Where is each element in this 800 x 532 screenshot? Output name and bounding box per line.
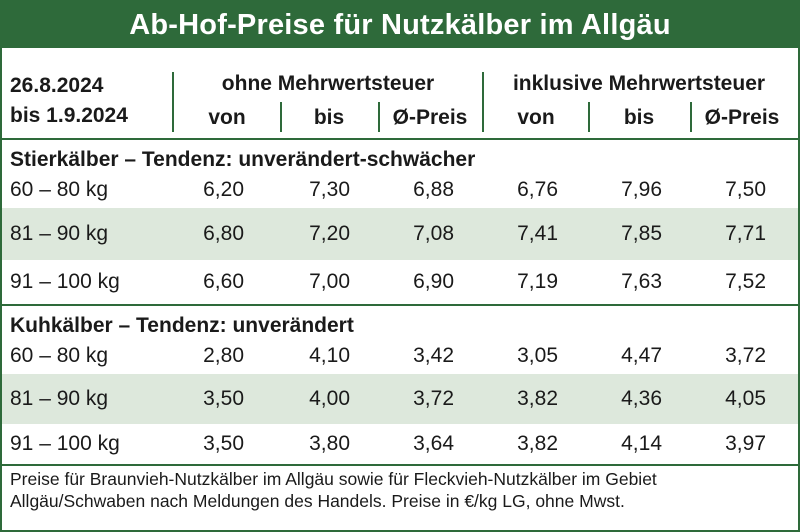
header-divider — [378, 102, 380, 132]
cell-value: 4,36 — [621, 387, 662, 410]
cell-value: 3,64 — [413, 432, 454, 455]
cell-value: 4,14 — [621, 432, 662, 455]
header-divider — [588, 102, 590, 132]
cell-value: 7,19 — [517, 270, 558, 293]
cell-value: 7,63 — [621, 270, 662, 293]
cell-value: 7,41 — [517, 222, 558, 245]
cell-value: 6,90 — [413, 270, 454, 293]
row-weight: 81 – 90 kg — [10, 387, 109, 410]
col-header-avg-excl: Ø-Preis — [392, 106, 468, 129]
row-shade — [2, 374, 798, 424]
cell-value: 3,82 — [517, 387, 558, 410]
col-header-bis-excl: bis — [313, 106, 345, 129]
group-header-incl-vat: inklusive Mehrwertsteuer — [512, 72, 766, 95]
cell-value: 3,97 — [725, 432, 766, 455]
cell-value: 6,88 — [413, 178, 454, 201]
row-weight: 91 – 100 kg — [10, 432, 120, 455]
cell-value: 7,30 — [309, 178, 350, 201]
cell-value: 7,52 — [725, 270, 766, 293]
cell-value: 6,76 — [517, 178, 558, 201]
cell-value: 7,50 — [725, 178, 766, 201]
header-divider — [690, 102, 692, 132]
row-weight: 81 – 90 kg — [10, 222, 109, 245]
row-weight: 91 – 100 kg — [10, 270, 120, 293]
cell-value: 7,85 — [621, 222, 662, 245]
date-to: bis 1.9.2024 — [10, 104, 128, 127]
date-from: 26.8.2024 — [10, 74, 104, 97]
row-shade — [2, 208, 798, 260]
cell-value: 3,05 — [517, 344, 558, 367]
cell-value: 4,47 — [621, 344, 662, 367]
group-header-excl-vat: ohne Mehrwertsteuer — [221, 72, 435, 95]
row-weight: 60 – 80 kg — [10, 178, 109, 201]
cell-value: 4,05 — [725, 387, 766, 410]
section-title-kuhkaelber: Kuhkälber – Tendenz: unverändert — [10, 314, 354, 337]
cell-value: 3,42 — [413, 344, 454, 367]
cell-value: 6,60 — [203, 270, 244, 293]
header-divider — [482, 72, 484, 132]
col-header-avg-incl: Ø-Preis — [704, 106, 780, 129]
cell-value: 4,10 — [309, 344, 350, 367]
cell-value: 3,50 — [203, 387, 244, 410]
col-header-von-incl: von — [517, 106, 555, 129]
section-title-stierkaelber: Stierkälber – Tendenz: unverändert-schwä… — [10, 148, 476, 171]
cell-value: 3,50 — [203, 432, 244, 455]
cell-value: 6,80 — [203, 222, 244, 245]
section-divider — [2, 304, 798, 306]
col-header-bis-incl: bis — [623, 106, 655, 129]
cell-value: 4,00 — [309, 387, 350, 410]
cell-value: 3,82 — [517, 432, 558, 455]
cell-value: 3,80 — [309, 432, 350, 455]
cell-value: 6,20 — [203, 178, 244, 201]
footnote: Preise für Braunvieh-Nutzkälber im Allgä… — [10, 469, 657, 511]
cell-value: 7,96 — [621, 178, 662, 201]
header-divider — [172, 72, 174, 132]
table-title: Ab-Hof-Preise für Nutzkälber im Allgäu — [2, 2, 798, 48]
cell-value: 3,72 — [413, 387, 454, 410]
cell-value: 7,00 — [309, 270, 350, 293]
cell-value: 7,08 — [413, 222, 454, 245]
col-header-von-excl: von — [208, 106, 246, 129]
cell-value: 7,20 — [309, 222, 350, 245]
header-divider — [280, 102, 282, 132]
cell-value: 7,71 — [725, 222, 766, 245]
cell-value: 2,80 — [203, 344, 244, 367]
row-weight: 60 – 80 kg — [10, 344, 109, 367]
header-bottom-rule — [2, 138, 798, 140]
cell-value: 3,72 — [725, 344, 766, 367]
footnote-divider — [2, 464, 798, 466]
